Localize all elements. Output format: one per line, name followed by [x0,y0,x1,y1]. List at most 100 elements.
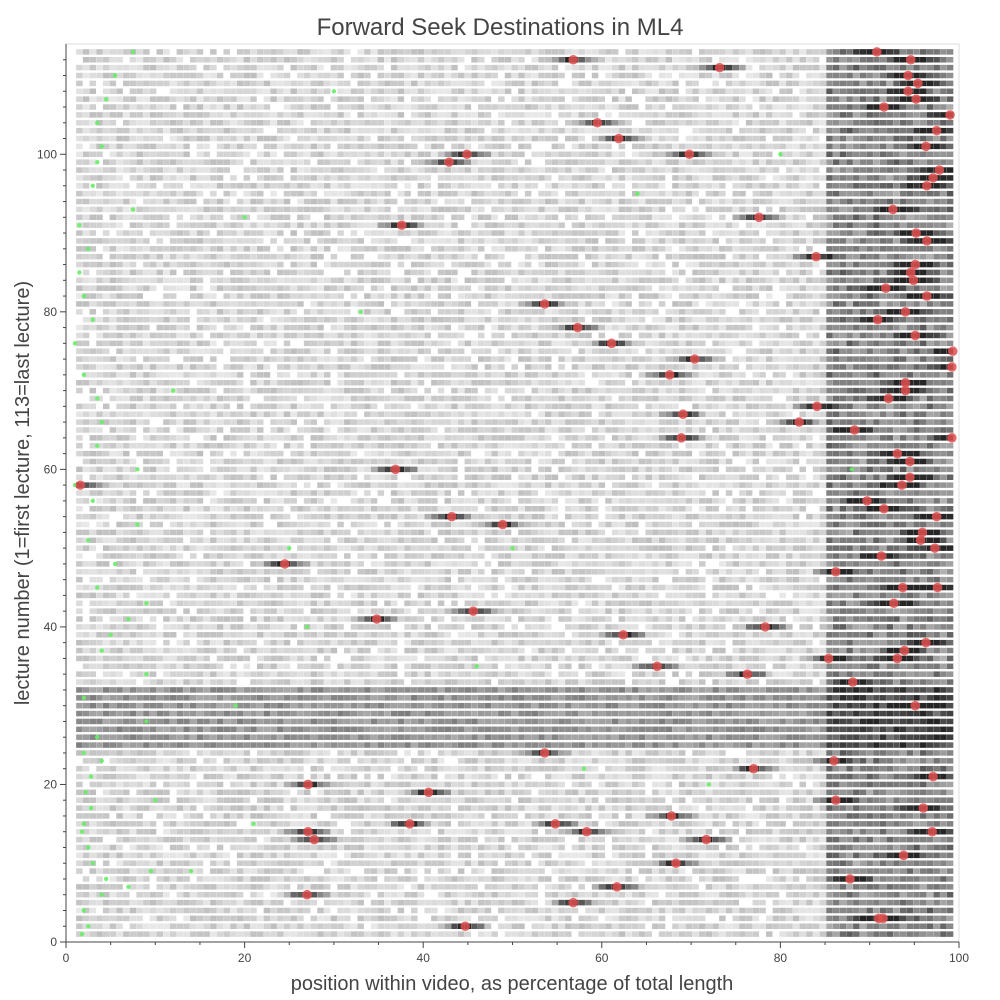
heat-cell [765,726,773,733]
heat-cell [116,632,123,638]
heat-cell [337,860,344,866]
heat-cell [357,710,364,717]
heat-cell [96,758,103,764]
heat-cell [511,647,518,654]
heat-cell [725,632,733,638]
heat-cell [725,899,733,906]
heat-cell [431,844,438,851]
heat-cell [812,765,820,772]
heat-cell [451,899,458,906]
heat-cell [317,931,324,937]
heat-cell [277,687,284,693]
heat-cell [437,899,445,906]
heat-cell [946,852,954,859]
heat-cell [330,844,338,851]
heat-cell [169,655,177,662]
heat-cell [190,647,197,654]
heat-cell [765,687,773,693]
heat-cell [457,876,465,882]
heat-cell [350,899,358,906]
heat-cell [899,876,907,882]
heat-cell [82,813,90,819]
heat-cell [692,758,699,764]
heat-cell [806,844,813,851]
heat-cell [531,695,539,701]
heat-cell [806,710,813,717]
heat-cell [920,915,927,922]
heat-cell [598,805,606,811]
heat-cell [571,844,579,851]
heat-cell [765,742,773,748]
heat-cell [926,844,934,851]
heat-cell [846,852,853,859]
heat-cell [424,923,431,930]
heat-cell [598,663,606,670]
heat-cell [236,805,244,811]
heat-cell [102,695,110,701]
heat-cell [826,868,833,874]
heat-cell [712,884,719,890]
heat-cell [444,773,452,780]
heat-cell [156,891,164,898]
heat-cell [933,718,940,725]
heat-cell [337,813,344,819]
heat-cell [263,726,271,733]
heat-cell [665,639,673,646]
heat-cell [786,742,793,748]
heat-cell [638,868,646,874]
heat-cell [765,805,773,811]
heat-cell [638,663,646,670]
heat-cell [156,647,164,654]
heat-cell [256,655,264,662]
heat-cell [632,710,639,717]
heat-cell [109,907,117,914]
heat-cell [920,734,927,740]
heat-cell [190,805,197,811]
heat-cell [638,702,646,709]
heat-cell [765,876,773,882]
heat-cell [518,655,525,662]
heat-cell [196,702,204,709]
heat-cell [765,695,773,701]
heat-cell [812,868,820,874]
heat-cell [203,773,210,780]
heat-cell [116,718,123,725]
heat-cell [230,813,237,819]
heat-cell [886,710,894,717]
heat-cell [256,679,264,685]
heat-cell [531,616,539,622]
heat-cell [136,671,143,677]
heat-cell [350,616,358,622]
heat-cell [638,781,646,788]
heat-cell [230,647,237,654]
heat-cell [685,687,693,693]
heat-cell [203,679,210,685]
heat-cell [417,828,425,835]
heat-cell [625,884,632,890]
heat-cell [76,891,83,898]
heat-cell [270,821,277,827]
heat-cell [384,931,391,937]
heat-cell [544,679,552,685]
heat-cell [786,907,793,914]
heat-cell [270,860,277,866]
heat-cell [685,789,693,796]
heat-cell [524,695,532,701]
heat-cell [899,813,907,819]
heat-cell [190,923,197,930]
heat-cell [323,663,331,670]
heat-cell [297,789,304,796]
heat-cell [765,702,773,709]
heat-cell [819,750,827,756]
heat-cell [859,734,867,740]
heat-cell [451,663,458,670]
heat-cell [839,765,847,772]
heat-cell [739,734,746,740]
heat-cell [451,884,458,890]
heat-cell [739,836,746,843]
heat-cell [109,828,117,835]
heat-cell [223,860,230,866]
heat-cell [638,616,646,622]
heat-cell [618,655,626,662]
heat-cell [618,624,626,630]
